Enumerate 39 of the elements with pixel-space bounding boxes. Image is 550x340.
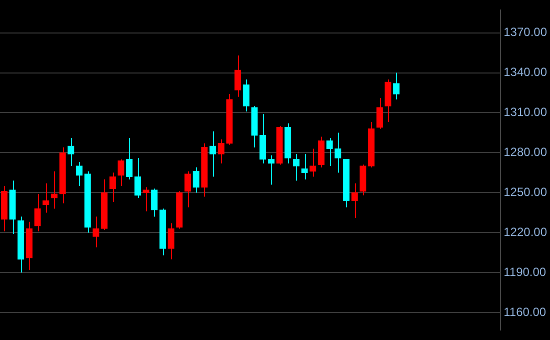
candlestick bbox=[184, 170, 192, 208]
candlestick bbox=[242, 78, 250, 112]
candlestick bbox=[259, 114, 266, 164]
candlestick bbox=[42, 182, 50, 214]
candlestick bbox=[68, 138, 74, 167]
candlestick bbox=[351, 182, 358, 218]
candlestick bbox=[318, 136, 325, 168]
y-tick-label: 1370.00 bbox=[504, 25, 548, 40]
y-tick-label: 1280.00 bbox=[504, 145, 548, 159]
candlestick bbox=[392, 72, 400, 100]
candlestick bbox=[34, 193, 41, 232]
candlestick bbox=[326, 138, 333, 167]
candlestick bbox=[142, 186, 150, 212]
candlestick bbox=[126, 138, 133, 180]
candlestick bbox=[384, 78, 392, 123]
candlestick bbox=[50, 170, 58, 210]
candlestick bbox=[92, 216, 100, 248]
candlestick bbox=[360, 164, 366, 196]
y-tick-label: 1220.00 bbox=[504, 224, 548, 239]
y-tick-label: 1310.00 bbox=[504, 105, 548, 120]
candlestick bbox=[209, 130, 216, 178]
y-tick-label: 1190.00 bbox=[504, 264, 546, 279]
candlestick bbox=[192, 166, 200, 194]
candlestick bbox=[310, 148, 316, 178]
candlestick bbox=[118, 158, 124, 186]
candlestick bbox=[268, 154, 274, 186]
candlestick bbox=[376, 98, 383, 130]
candlestick bbox=[334, 132, 342, 174]
candlestick bbox=[234, 54, 242, 98]
candlestick bbox=[301, 154, 308, 180]
candlestick bbox=[109, 172, 116, 202]
candlestick bbox=[292, 154, 300, 182]
y-tick-label: 1160.00 bbox=[504, 304, 546, 319]
y-tick-label: 1340.00 bbox=[504, 65, 548, 80]
candlestick bbox=[151, 188, 158, 218]
y-tick-label: 1250.00 bbox=[504, 184, 548, 199]
candlestick bbox=[168, 222, 174, 260]
candlestick bbox=[218, 138, 224, 164]
candlestick bbox=[134, 158, 141, 198]
